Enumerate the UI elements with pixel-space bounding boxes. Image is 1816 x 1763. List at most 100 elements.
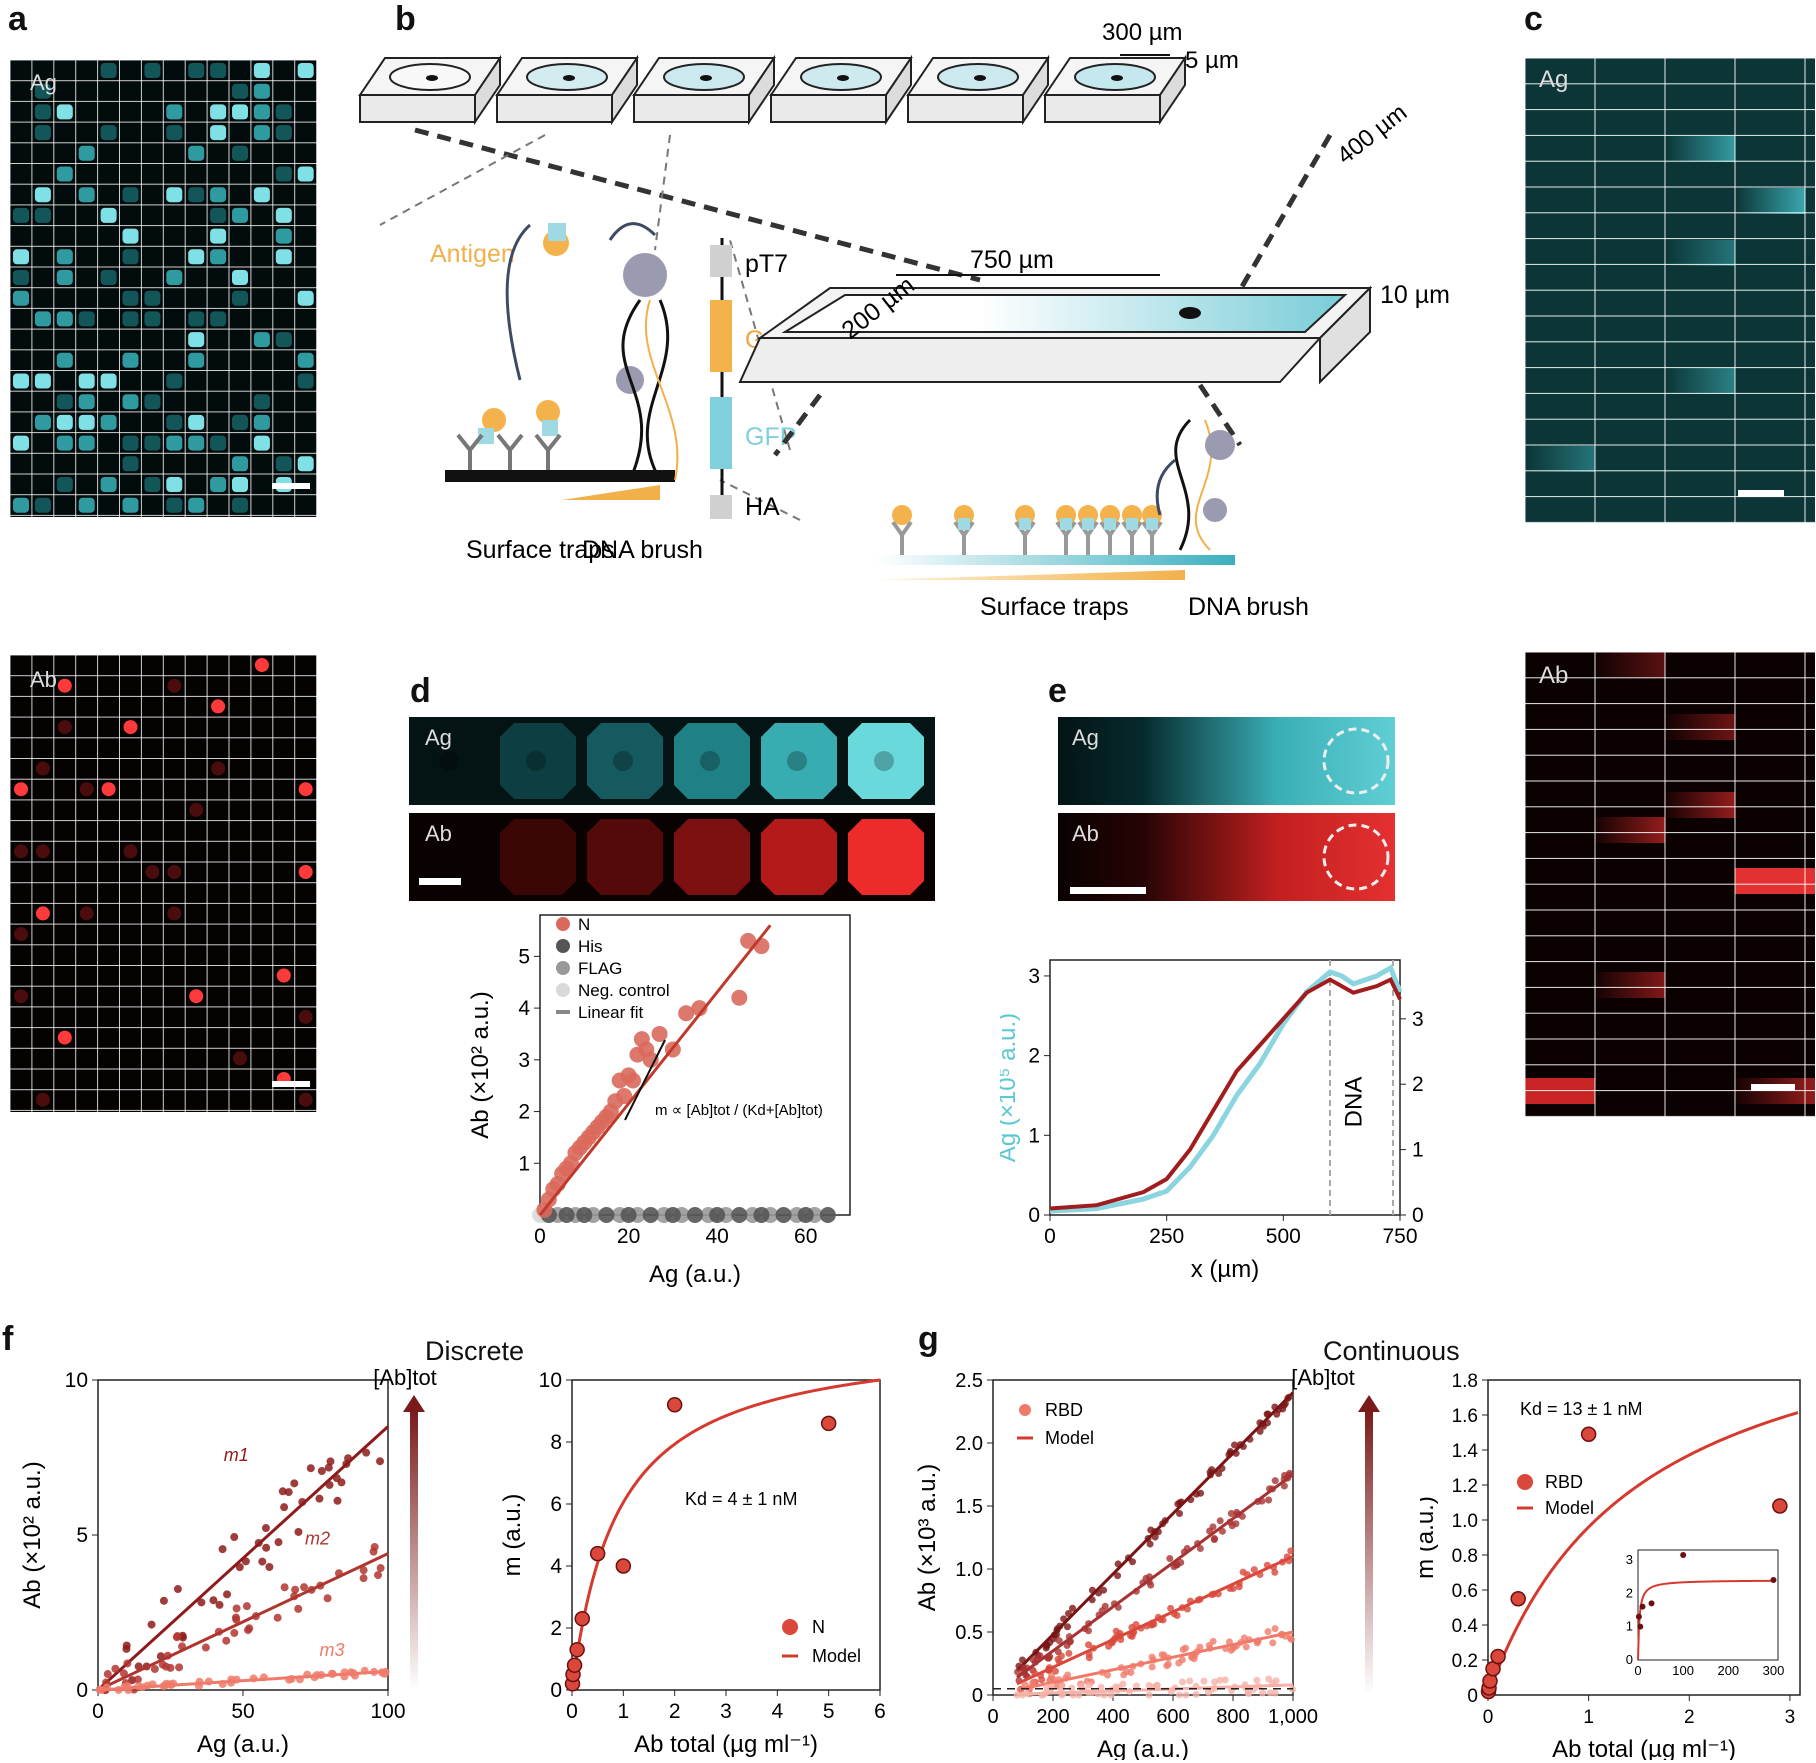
x-tick-label: 2: [669, 1700, 681, 1723]
y-axis-label: Ab (×10² a.u.): [467, 991, 494, 1138]
point-s5: [1068, 1684, 1076, 1692]
dim-750um: 750 µm: [970, 246, 1054, 274]
point-s2: [1196, 1545, 1204, 1553]
x-axis-label: Ag (a.u.): [197, 1731, 289, 1758]
point-m1: [284, 1488, 293, 1497]
y-axis-label: m (a.u.): [500, 1494, 526, 1577]
chip-side: [1159, 54, 1186, 126]
y2-tick-label: 1: [1412, 1139, 1424, 1162]
x-tick-label: 20: [617, 1225, 640, 1248]
point-m1: [362, 1448, 371, 1457]
inset-point: [1639, 1603, 1646, 1610]
point-s1: [1231, 1441, 1239, 1449]
well-ag: [587, 723, 663, 799]
panel-letter-c: c: [1524, 0, 1543, 38]
x-tick-label: 100: [370, 1700, 405, 1723]
point-s5: [1175, 1691, 1183, 1699]
point-s2: [1173, 1561, 1181, 1569]
point-m2: [242, 1602, 251, 1611]
y-tick-label: 2: [1028, 1045, 1040, 1068]
point-s4: [1029, 1678, 1037, 1686]
point-s4: [1264, 1628, 1272, 1636]
label-dna-brush-right: DNA brush: [1188, 593, 1309, 621]
point-s4: [1064, 1671, 1072, 1679]
inset-y-tick: 1: [1626, 1619, 1633, 1634]
point-s2: [1271, 1477, 1279, 1485]
well-ab: [848, 819, 924, 895]
legend-label: N: [812, 1617, 825, 1637]
point-n: [753, 938, 770, 955]
label-surface-traps-left: Surface traps: [466, 536, 615, 564]
ab-tot-arrow: [1365, 1410, 1373, 1695]
point-n: [666, 1397, 683, 1413]
point-n: [651, 1025, 668, 1042]
well-ag: [413, 723, 489, 799]
point-n: [574, 1610, 591, 1627]
model-s1: [1015, 1391, 1295, 1672]
x-tick-label: 400: [1096, 1706, 1129, 1728]
y-tick-label: 5: [518, 945, 530, 968]
y-tick-label: 1: [518, 1152, 530, 1175]
y-tick-label: 0.6: [1452, 1581, 1478, 1602]
model-curve: [570, 1378, 881, 1691]
label-continuous: Continuous: [1323, 1336, 1460, 1366]
point-s5: [1077, 1682, 1085, 1690]
panel-b-schematic: 300 µm 5 µm 400 µm pT7 GOI GFP HA Antige…: [358, 19, 1450, 621]
x-tick-label: 3: [1785, 1707, 1796, 1728]
point-n: [642, 1051, 659, 1068]
point-m2: [222, 1636, 231, 1645]
y-tick-label: 3: [518, 1049, 530, 1072]
point-s3: [1128, 1632, 1136, 1640]
legend-swatch: [1517, 1474, 1533, 1490]
point-s2: [1014, 1668, 1022, 1676]
x-tick-label: 1: [1583, 1707, 1594, 1728]
point-s4: [1287, 1635, 1295, 1643]
ab-tot-arrowhead: [1358, 1395, 1380, 1412]
well-center: [613, 751, 633, 771]
x-axis-label: Ab total (µg ml⁻¹): [634, 1731, 818, 1758]
trap: [891, 520, 913, 555]
point-m1: [274, 1538, 283, 1547]
panel-letter-d: d: [410, 672, 431, 710]
point-s4: [1127, 1669, 1135, 1677]
kd-annotation: Kd = 4 ± 1 nM: [685, 1489, 797, 1509]
chip-front: [496, 94, 613, 123]
y-tick-label: 0: [1467, 1686, 1478, 1707]
well-dot: [974, 75, 986, 81]
x-tick-label: 3: [720, 1700, 732, 1723]
slope-label-m1: m1: [224, 1445, 249, 1465]
point-s3: [1239, 1568, 1247, 1576]
y-tick-label: 0.5: [955, 1622, 983, 1644]
point-m2: [294, 1604, 303, 1613]
point-his: [687, 1207, 703, 1223]
ab-tot-arrow: [410, 1410, 418, 1690]
plot-frame: [1049, 959, 1401, 1216]
x-tick-label: 60: [794, 1225, 817, 1248]
point-n: [691, 1000, 708, 1017]
legend-label: N: [578, 915, 590, 934]
panel-letter-g: g: [918, 1320, 939, 1358]
x-tick-label: 250: [1149, 1225, 1184, 1248]
point-his: [664, 1207, 681, 1223]
slope-marker: [624, 1039, 666, 1121]
y2-tick-label: 0: [1412, 1204, 1424, 1227]
point-rbd: [1772, 1498, 1788, 1514]
point-s5: [1258, 1689, 1266, 1697]
x-tick-label: 800: [1216, 1706, 1249, 1728]
point-m1: [230, 1533, 239, 1542]
chip-side: [885, 54, 912, 126]
inset-point: [1637, 1623, 1644, 1630]
label-e-ab: Ab: [1072, 821, 1099, 846]
label-c-ag: Ag: [1539, 66, 1569, 93]
point-m1: [317, 1466, 326, 1475]
point-his: [709, 1207, 726, 1223]
ab-tot-label: [Ab]tot: [373, 1365, 437, 1390]
point-m2: [230, 1628, 239, 1637]
point-m2: [280, 1583, 289, 1592]
point-s2: [1218, 1527, 1226, 1535]
point-m2: [359, 1566, 368, 1575]
point-rbd: [1490, 1648, 1506, 1665]
point-s1: [1063, 1623, 1071, 1631]
point-s1: [1100, 1586, 1108, 1594]
point-m1: [215, 1600, 224, 1609]
